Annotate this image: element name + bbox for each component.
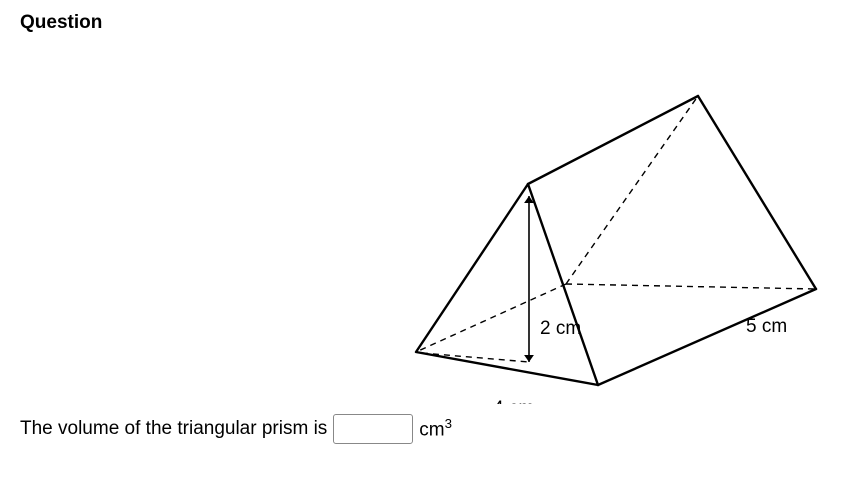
unit-label: cm3 bbox=[419, 416, 452, 441]
unit-exponent: 3 bbox=[445, 416, 452, 431]
figure-area: 2 cm 4 cm 5 cm bbox=[20, 64, 848, 404]
question-heading: Question bbox=[20, 12, 848, 34]
svg-text:4 cm: 4 cm bbox=[493, 398, 534, 404]
svg-text:5 cm: 5 cm bbox=[746, 316, 787, 337]
unit-base: cm bbox=[419, 420, 444, 441]
volume-input[interactable] bbox=[333, 414, 413, 444]
svg-text:2 cm: 2 cm bbox=[540, 318, 581, 339]
triangular-prism-diagram: 2 cm 4 cm 5 cm bbox=[398, 64, 838, 404]
prompt-text: The volume of the triangular prism is bbox=[20, 418, 327, 440]
answer-line: The volume of the triangular prism is cm… bbox=[20, 414, 848, 444]
